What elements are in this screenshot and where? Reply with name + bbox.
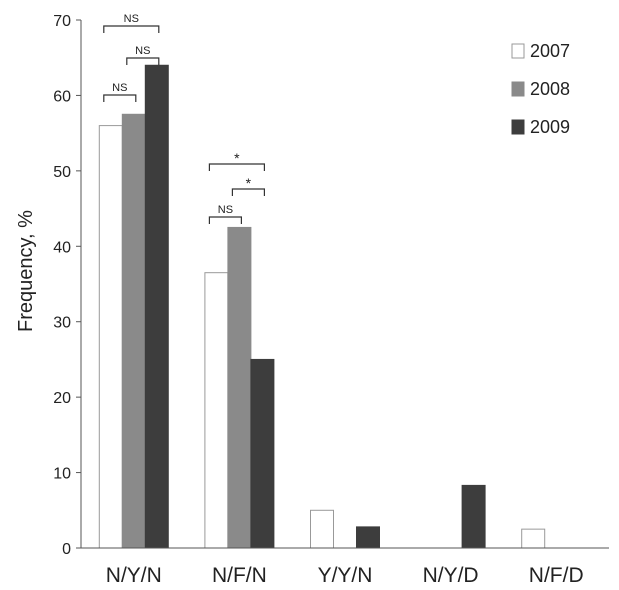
y-tick-label: 10 [53, 466, 71, 483]
significance-bracket [103, 25, 160, 33]
y-tick-label: 40 [53, 239, 71, 256]
bar-2008-N-Y-N [121, 113, 146, 549]
significance-label: NS [135, 45, 150, 57]
significance-bracket [208, 163, 265, 171]
bar-2007-Y-Y-N [310, 509, 334, 549]
legend-label-2008: 2008 [530, 79, 570, 99]
x-tick-label: Y/Y/N [318, 564, 373, 587]
legend-swatch-2009 [511, 119, 525, 135]
bar-2008-N-F-N [227, 226, 252, 549]
bar-2009-Y-Y-N [356, 526, 380, 549]
y-tick-label: 30 [53, 315, 71, 332]
legend-label-2009: 2009 [530, 117, 570, 137]
significance-bracket [103, 94, 137, 102]
significance-label: NS [112, 82, 127, 94]
significance-label: NS [124, 13, 139, 25]
legend: 2007 2008 2009 [511, 41, 570, 137]
y-axis: 0 10 20 30 40 50 60 70 [53, 13, 82, 558]
bar-2009-N-F-N [250, 358, 275, 549]
significance-label: * [246, 175, 252, 191]
y-tick-label: 0 [62, 541, 71, 558]
significance-label: * [234, 150, 240, 166]
y-tick-label: 70 [53, 13, 71, 30]
x-tick-label: N/Y/N [106, 564, 162, 587]
significance-bracket [208, 216, 242, 224]
bars [98, 64, 546, 549]
significance-bracket [231, 188, 265, 196]
legend-label-2007: 2007 [530, 41, 570, 61]
bar-2007-N-F-N [204, 272, 229, 549]
x-tick-label: N/F/D [529, 564, 584, 587]
legend-swatch-2007 [511, 43, 525, 59]
bar-2009-N-Y-D [461, 484, 486, 549]
x-tick-label: N/F/N [212, 564, 267, 587]
significance-label: NS [218, 204, 233, 216]
significance-annotations: NS NS NS * * NS [103, 13, 265, 224]
y-tick-label: 50 [53, 164, 71, 181]
x-tick-label: N/Y/D [423, 564, 479, 587]
significance-bracket [126, 57, 160, 65]
bar-2007-N-F-D [521, 528, 546, 549]
bar-2007-N-Y-N [98, 125, 123, 549]
legend-swatch-2008 [511, 81, 525, 97]
y-axis-title: Frequency, % [15, 210, 37, 332]
x-axis: N/Y/N N/F/N Y/Y/N N/Y/D N/F/D [81, 547, 609, 587]
y-tick-label: 20 [53, 390, 71, 407]
bar-2009-N-Y-N [144, 64, 169, 549]
y-tick-label: 60 [53, 88, 71, 105]
